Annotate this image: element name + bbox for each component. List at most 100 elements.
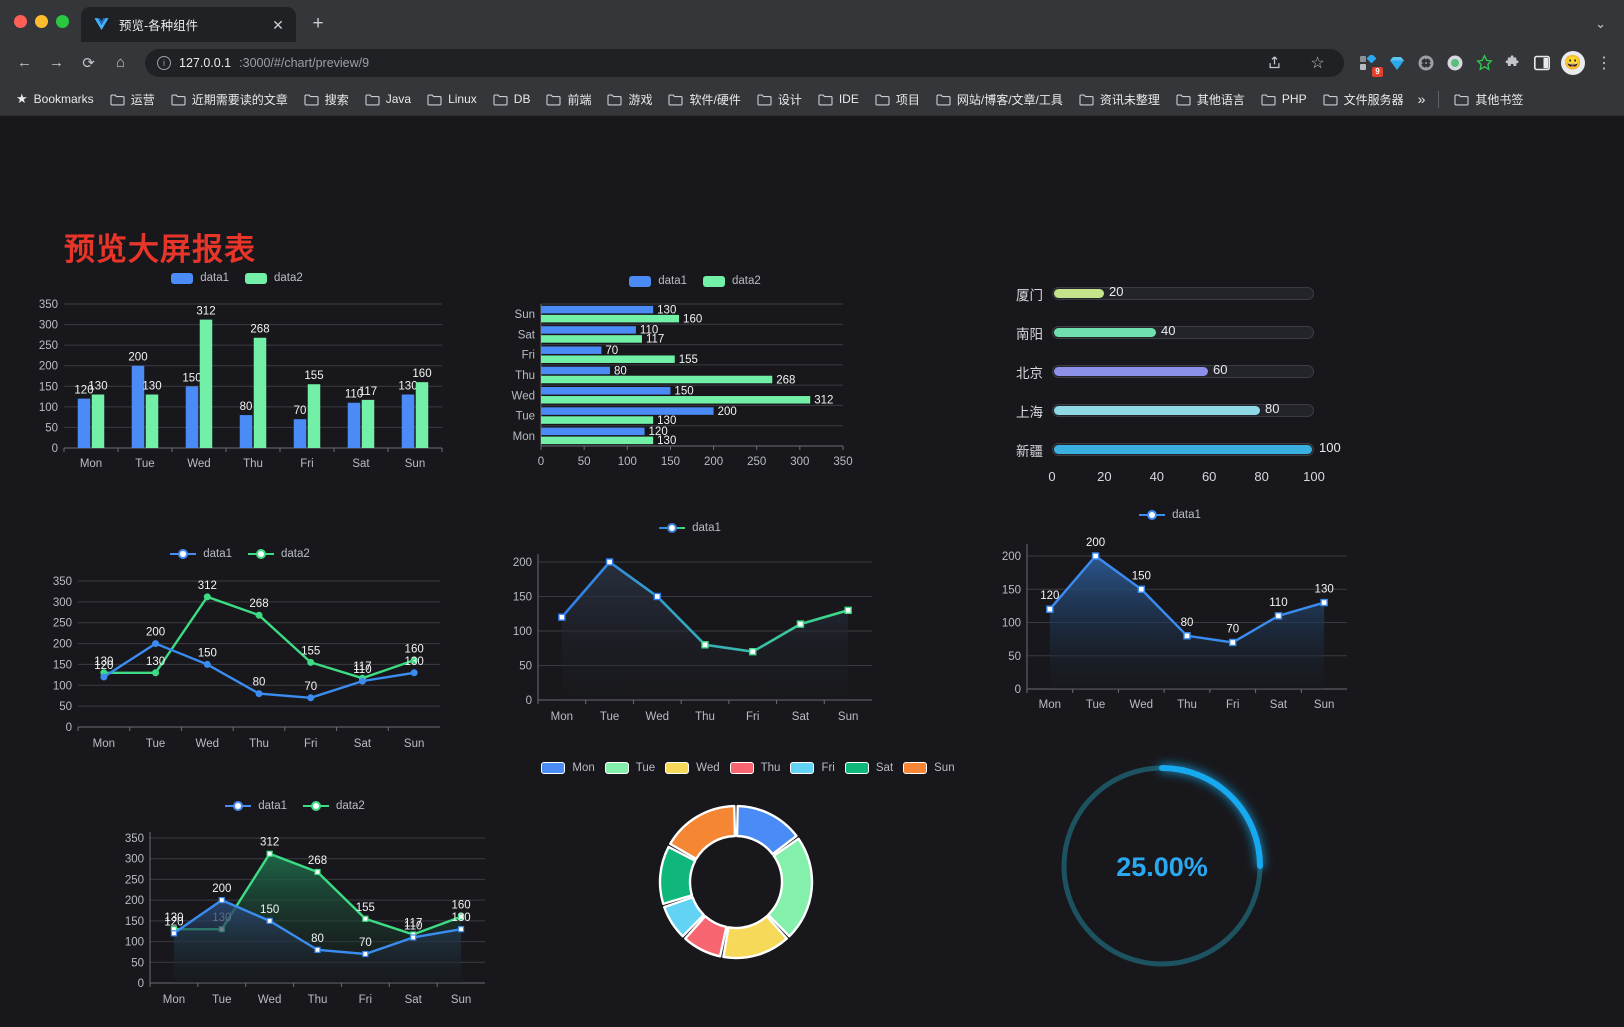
legend-item-data1[interactable]: data1 — [659, 522, 721, 534]
minimize-window-button[interactable] — [35, 14, 48, 28]
data-point — [1183, 632, 1191, 640]
browser-tab[interactable]: 预览-各种组件 ✕ — [81, 7, 296, 42]
donut-slice[interactable] — [663, 896, 705, 938]
chart-text: Mon — [163, 994, 185, 1006]
legend-item-data1[interactable]: data1 — [170, 548, 232, 560]
legend-item-sat[interactable]: Sat — [844, 762, 893, 774]
share-icon[interactable] — [1260, 48, 1289, 77]
folder-icon — [875, 93, 890, 106]
legend-item-data2[interactable]: data2 — [245, 272, 303, 284]
forward-button[interactable]: → — [49, 54, 64, 71]
avatar[interactable]: 😀 — [1561, 50, 1585, 75]
legend-label: data2 — [274, 272, 303, 284]
folder-icon — [668, 93, 684, 106]
browser-menu-button[interactable]: ⋮ — [1596, 54, 1612, 72]
bookmark-item[interactable]: 前端 — [538, 87, 599, 112]
chart-text: Tue — [135, 458, 154, 470]
bookmark-item[interactable]: 搜索 — [296, 87, 357, 112]
area-double-plot: 0 50 100 150 200 250 300 350 Mon Tue Wed Thu Fri Sat S… — [125, 832, 485, 1006]
chart-text: Sun — [404, 738, 424, 750]
legend-item-data1[interactable]: data1 — [629, 275, 687, 287]
chart-text: 100 — [53, 680, 72, 692]
progress-rows: 厦门 20 南阳 40 北京 60 上海 80 新疆 100 — [995, 274, 1385, 469]
legend-item-data2[interactable]: data2 — [248, 548, 310, 560]
bookmark-item[interactable]: DB — [485, 88, 539, 110]
legend-item-tue[interactable]: Tue — [604, 762, 655, 774]
chart-text: 110 — [640, 325, 658, 337]
chart-gauge: 25.00% — [1040, 746, 1290, 996]
legend-item-data1[interactable]: data1 — [225, 800, 287, 812]
bookmark-item[interactable]: 网站/博客/文章/工具 — [928, 87, 1071, 112]
bookmark-item[interactable]: PHP — [1253, 88, 1315, 110]
close-tab-button[interactable]: ✕ — [272, 16, 284, 33]
bookmark-item[interactable]: 软件/硬件 — [660, 87, 748, 112]
legend-item-wed[interactable]: Wed — [665, 762, 720, 774]
new-tab-button[interactable]: + — [312, 13, 324, 34]
bar — [145, 394, 159, 448]
bookmark-star-icon[interactable]: ☆ — [1310, 54, 1325, 72]
bookmark-item[interactable]: Java — [357, 88, 419, 110]
folder-icon — [1323, 93, 1338, 106]
reload-button[interactable]: ⟳ — [82, 54, 95, 72]
bookmark-item[interactable]: 其他语言 — [1168, 87, 1253, 112]
data-point — [358, 677, 366, 685]
chevron-down-icon[interactable]: ⌄ — [1595, 16, 1606, 31]
side-panel-icon[interactable] — [1532, 53, 1552, 73]
bookmark-item[interactable]: 文件服务器 — [1315, 87, 1412, 112]
progress-row: 厦门 20 — [995, 274, 1385, 313]
chart-text: 200 — [704, 456, 723, 468]
legend-item-sun[interactable]: Sun — [903, 762, 955, 774]
bookmark-item[interactable]: 项目 — [867, 87, 928, 112]
bookmark-item[interactable]: Linux — [419, 88, 485, 110]
data-point — [1320, 598, 1328, 607]
close-window-button[interactable] — [14, 14, 27, 28]
donut-slice[interactable] — [767, 837, 814, 938]
donut-slice[interactable] — [669, 804, 737, 861]
home-button[interactable]: ⌂ — [115, 54, 126, 71]
chart-text: Mon — [551, 711, 573, 723]
chart-text: 0 — [138, 978, 144, 990]
chart-text: 250 — [39, 340, 58, 352]
donut-slice[interactable] — [722, 915, 788, 960]
bookmark-item[interactable]: 游戏 — [599, 87, 660, 112]
bookmark-item[interactable]: 资讯未整理 — [1071, 87, 1168, 112]
puzzle-icon[interactable] — [1503, 53, 1523, 73]
green-star-icon[interactable] — [1474, 53, 1494, 73]
legend-item-data2[interactable]: data2 — [303, 800, 365, 812]
diamond-icon[interactable] — [1387, 53, 1407, 73]
other-bookmarks-folder[interactable]: 其他书签 — [1446, 87, 1531, 112]
puzzle-grid-icon[interactable]: 9 — [1358, 53, 1383, 77]
legend-item-data1[interactable]: data1 — [1139, 509, 1201, 521]
bar — [541, 335, 642, 343]
legend-item-fri[interactable]: Fri — [790, 762, 835, 774]
bookmarks-manager-entry[interactable]: ★ Bookmarks — [8, 87, 102, 111]
legend-item-mon[interactable]: Mon — [541, 762, 595, 774]
bookmark-item[interactable]: 近期需要读的文章 — [163, 87, 296, 112]
chart-text: 150 — [39, 381, 58, 393]
back-button[interactable]: ← — [17, 54, 32, 71]
bookmark-label: 设计 — [777, 92, 802, 107]
chart-text: 300 — [790, 456, 809, 468]
donut-slice[interactable] — [684, 915, 728, 958]
chart-text: 150 — [125, 916, 144, 928]
green-circle-icon[interactable] — [1445, 53, 1465, 73]
bookmark-item[interactable]: 运营 — [102, 87, 163, 112]
legend-item-data1[interactable]: data1 — [171, 272, 229, 284]
maximize-window-button[interactable] — [56, 14, 69, 28]
legend-item-data2[interactable]: data2 — [703, 275, 761, 287]
chart-text: 155 — [679, 354, 698, 366]
donut-slice[interactable] — [658, 845, 697, 906]
chart-text: 350 — [39, 299, 58, 311]
bookmark-item[interactable]: 设计 — [749, 87, 810, 112]
legend-label: Wed — [696, 762, 720, 774]
bookmarks-overflow-button[interactable]: » — [1417, 91, 1426, 107]
legend-item-thu[interactable]: Thu — [729, 762, 780, 774]
chart-text: 250 — [125, 874, 144, 886]
chart-text: 350 — [125, 833, 144, 845]
hash-circle-icon[interactable] — [1416, 53, 1436, 73]
bookmark-item[interactable]: IDE — [810, 88, 867, 110]
address-bar[interactable]: i 127.0.0.1:3000/#/chart/preview/9 ☆ — [145, 48, 1344, 77]
legend-swatch — [541, 762, 566, 774]
site-info-icon[interactable]: i — [157, 55, 171, 70]
donut-slice[interactable] — [735, 804, 798, 856]
